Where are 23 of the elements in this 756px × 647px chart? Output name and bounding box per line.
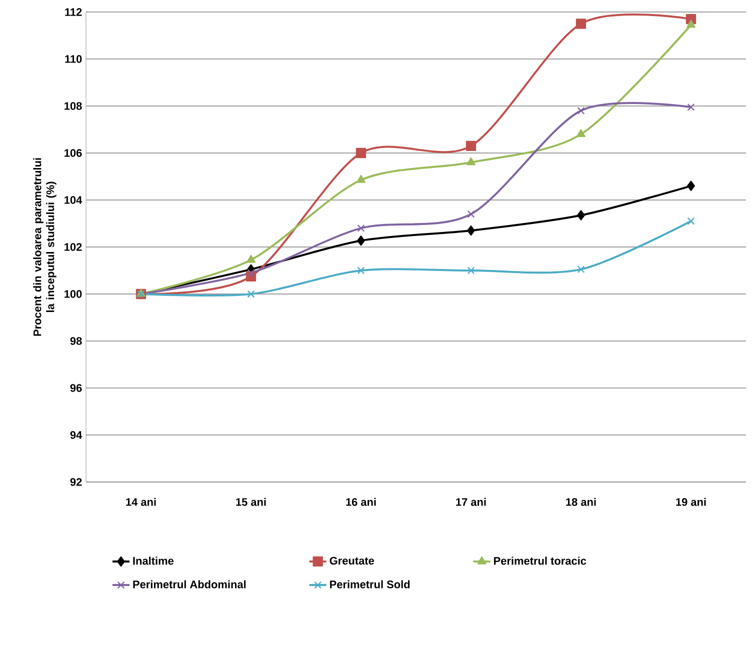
legend-label: Perimetrul Abdominal [133,580,246,588]
y-tick-label: 112 [65,8,82,16]
y-tick-label: 104 [64,196,82,204]
y-tick-label: 108 [64,102,82,110]
y-tick-label: 110 [65,55,82,63]
x-tick-label: 19 ani [676,498,706,506]
y-tick-label: 94 [70,431,82,439]
legend-label: Perimetrul Sold [330,580,410,588]
legend-label: Perimetrul toracic [494,556,586,565]
y-tick-label: 98 [70,337,82,345]
x-tick-label: 17 ani [456,498,486,506]
x-tick-label: 18 ani [566,498,596,506]
x-tick-label: 16 ani [346,498,376,506]
y-axis-title: Procent din valoarea parametrului la inceputul studiului (%) [33,158,56,336]
y-tick-label: 106 [64,149,82,157]
y-tick-label: 102 [64,243,82,251]
y-tick-label: 92 [70,478,82,486]
x-tick-label: 15 ani [236,498,266,506]
legend-label: Inaltime [133,556,174,565]
legend-label: Greutate [330,556,374,565]
y-tick-label: 100 [64,290,82,298]
y-tick-label: 96 [70,384,82,392]
x-tick-label: 14 ani [126,498,156,506]
